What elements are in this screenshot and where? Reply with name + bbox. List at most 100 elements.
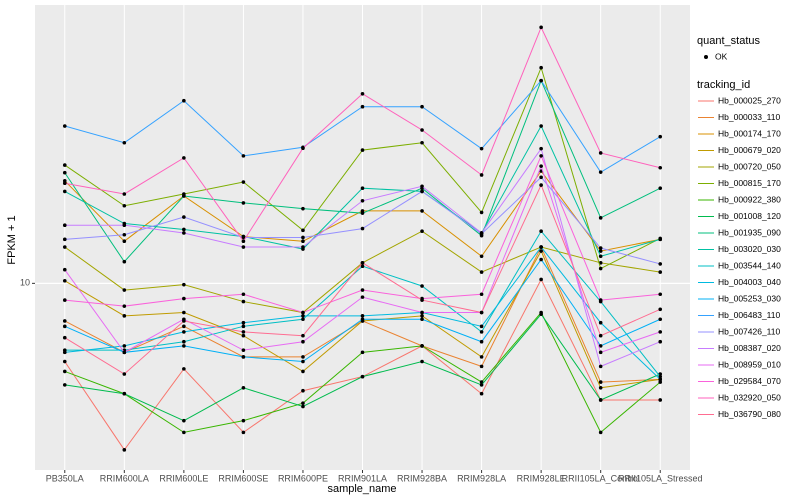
- data-point: [360, 374, 365, 379]
- y-tick-label: 10: [20, 278, 30, 288]
- data-point: [539, 312, 543, 316]
- data-point: [539, 164, 543, 168]
- data-point: [301, 355, 305, 359]
- data-point: [420, 310, 424, 315]
- data-point: [598, 398, 603, 402]
- data-point: [539, 229, 543, 233]
- data-point: [122, 223, 127, 227]
- data-point: [301, 388, 305, 393]
- data-point: [62, 223, 67, 227]
- data-point: [479, 380, 484, 384]
- legend-label: Hb_032920_050: [718, 392, 781, 402]
- legend-label: Hb_005253_030: [718, 293, 781, 303]
- data-point: [360, 261, 365, 265]
- legend-label: Hb_000025_270: [718, 95, 781, 105]
- data-point: [182, 418, 186, 423]
- data-point: [360, 186, 365, 190]
- data-point: [658, 330, 663, 334]
- data-point: [539, 65, 543, 70]
- data-point: [598, 350, 603, 355]
- data-point: [62, 324, 67, 329]
- data-point: [420, 284, 424, 288]
- legend-label: Hb_000679_020: [718, 145, 781, 155]
- data-point: [241, 385, 246, 390]
- data-point: [420, 229, 424, 233]
- data-point: [62, 278, 67, 283]
- data-point: [62, 383, 67, 387]
- data-point: [122, 140, 127, 145]
- data-point: [420, 189, 424, 194]
- data-point: [241, 418, 246, 423]
- x-tick-label: RRIM600SE: [218, 473, 268, 483]
- legend-key: [704, 55, 708, 59]
- data-point: [62, 359, 67, 364]
- data-point: [241, 348, 246, 352]
- legend-label: Hb_008387_020: [718, 343, 781, 353]
- data-point: [539, 146, 543, 151]
- data-point: [420, 359, 424, 364]
- data-point: [598, 151, 603, 155]
- legend-label: Hb_003020_030: [718, 244, 781, 254]
- data-point: [241, 333, 246, 338]
- data-point: [658, 165, 663, 170]
- data-point: [420, 317, 424, 322]
- data-point: [598, 333, 603, 338]
- data-point: [62, 245, 67, 249]
- data-point: [658, 380, 663, 384]
- data-point: [658, 307, 663, 312]
- data-point: [122, 372, 127, 376]
- data-point: [658, 262, 663, 266]
- data-point: [122, 350, 127, 355]
- x-tick-label: RRII105LA_Control: [562, 473, 640, 483]
- data-point: [479, 310, 484, 315]
- data-point: [479, 270, 484, 274]
- data-point: [301, 228, 305, 233]
- data-point: [301, 359, 305, 364]
- data-point: [360, 198, 365, 203]
- data-point: [479, 355, 484, 359]
- data-point: [301, 404, 305, 409]
- data-point: [241, 299, 246, 304]
- data-point: [62, 335, 67, 340]
- data-point: [241, 180, 246, 184]
- data-point: [598, 266, 603, 271]
- data-point: [301, 333, 305, 338]
- data-point: [420, 344, 424, 348]
- legend-label: Hb_029584_070: [718, 376, 781, 386]
- data-point: [658, 317, 663, 322]
- data-point: [241, 292, 246, 297]
- data-point: [539, 257, 543, 262]
- legend-label: Hb_001935_090: [718, 227, 781, 237]
- data-point: [360, 295, 365, 299]
- data-point: [479, 391, 484, 396]
- data-point: [539, 249, 543, 253]
- data-point: [658, 374, 663, 379]
- legend-label: Hb_001008_120: [718, 211, 781, 221]
- data-point: [182, 231, 186, 235]
- data-point: [182, 194, 186, 198]
- data-point: [301, 146, 305, 151]
- data-point: [598, 254, 603, 259]
- data-point: [360, 314, 365, 318]
- data-point: [182, 282, 186, 287]
- data-point: [122, 344, 127, 348]
- legend-label: Hb_008959_010: [718, 359, 781, 369]
- data-point: [420, 314, 424, 318]
- legend-label: Hb_000720_050: [718, 161, 781, 171]
- data-point: [658, 377, 663, 382]
- data-point: [301, 245, 305, 249]
- data-point: [122, 288, 127, 292]
- data-point: [598, 364, 603, 369]
- legend-title: tracking_id: [697, 79, 750, 91]
- data-point: [539, 124, 543, 128]
- data-point: [479, 324, 484, 329]
- x-tick-label: RRIM600LA: [100, 473, 149, 483]
- data-point: [360, 226, 365, 231]
- data-point: [241, 355, 246, 359]
- data-point: [539, 25, 543, 30]
- data-point: [598, 261, 603, 265]
- data-point: [598, 249, 603, 253]
- legend-label: OK: [715, 51, 728, 61]
